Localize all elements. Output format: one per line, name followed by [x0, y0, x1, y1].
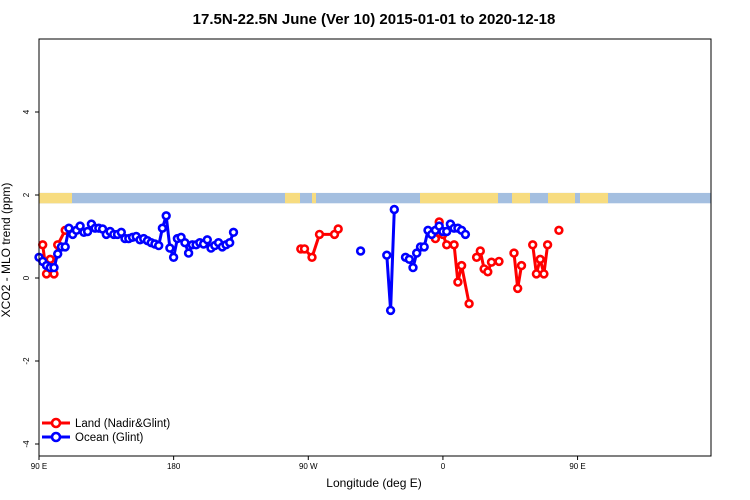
data-point [202, 235, 213, 245]
land-band-segment [512, 192, 530, 204]
data-point [483, 267, 493, 277]
data-point [333, 224, 343, 234]
data-point [516, 260, 527, 271]
data-point [408, 262, 418, 273]
data-point [453, 277, 463, 287]
land-band-segment [580, 192, 608, 204]
land-band-segment [548, 192, 575, 204]
data-point [116, 227, 127, 238]
data-point [307, 252, 317, 262]
data-point [154, 240, 164, 251]
y-axis: -4 -2 0 2 4 [22, 109, 39, 448]
ocean-band [39, 192, 711, 204]
data-point [539, 269, 549, 279]
data-point [183, 248, 194, 258]
legend-label: Land (Nadir&Glint) [75, 418, 170, 430]
legend-marker [50, 431, 62, 443]
data-point [314, 229, 325, 240]
series-layer [34, 204, 564, 316]
data-point [464, 299, 474, 309]
data-point [225, 238, 235, 248]
data-point [49, 262, 59, 273]
data-point [475, 246, 485, 256]
data-point [228, 227, 239, 238]
data-point [449, 240, 459, 250]
legend-marker [50, 417, 62, 429]
data-point [60, 242, 70, 252]
data-point [512, 283, 523, 294]
x-tick-label: 90 W [299, 462, 318, 471]
y-axis-label: XCO2 - MLO trend (ppm) [0, 183, 13, 318]
data-point [535, 254, 545, 264]
data-point [75, 221, 85, 231]
data-point [542, 240, 553, 250]
legend-label: Ocean (Glint) [75, 432, 144, 444]
data-point [456, 260, 467, 271]
land-band-segment [285, 192, 300, 204]
x-tick-label: 90 E [31, 462, 47, 471]
data-point [385, 305, 396, 316]
x-tick-label: 90 E [569, 462, 585, 471]
data-point [419, 242, 429, 252]
data-point [180, 238, 190, 248]
data-point [52, 249, 63, 259]
data-point [37, 240, 48, 250]
y-tick-label: 0 [22, 275, 31, 280]
land-band [39, 192, 711, 204]
y-tick-label: -2 [22, 357, 31, 365]
data-point [531, 269, 542, 279]
x-tick-label: 180 [167, 462, 181, 471]
legend-item: Land (Nadir&Glint) [42, 417, 170, 430]
data-point [486, 257, 497, 267]
data-point [404, 254, 414, 264]
land-band-segment [312, 192, 316, 204]
data-point [165, 243, 175, 253]
data-point [527, 240, 538, 250]
data-point [460, 229, 471, 240]
data-point [355, 246, 366, 256]
y-tick-label: 2 [22, 192, 31, 197]
x-axis: 90 E 180 90 W 0 90 E [31, 456, 586, 471]
land-band-segment [420, 192, 498, 204]
y-tick-label: 4 [22, 109, 31, 114]
data-point [161, 211, 171, 221]
data-point [299, 244, 310, 254]
data-point [471, 252, 482, 262]
data-point [168, 252, 179, 262]
data-point [157, 223, 168, 233]
land-band-segment [39, 192, 72, 204]
x-tick-label: 0 [441, 462, 446, 471]
data-point [82, 226, 93, 237]
plot-frame [38, 38, 712, 457]
legend-item: Ocean (Glint) [42, 431, 144, 444]
data-point [382, 250, 392, 260]
data-point [442, 240, 452, 250]
x-axis-label: Longitude (deg E) [326, 476, 421, 490]
data-point [509, 248, 519, 258]
y-tick-label: -4 [22, 440, 31, 448]
data-point [494, 256, 504, 267]
data-point [412, 248, 422, 258]
legend: Land (Nadir&Glint) Ocean (Glint) [42, 417, 170, 444]
data-point [389, 204, 399, 215]
chart-title: 17.5N-22.5N June (Ver 10) 2015-01-01 to … [193, 11, 556, 28]
data-point [442, 226, 452, 237]
data-point [554, 225, 564, 236]
